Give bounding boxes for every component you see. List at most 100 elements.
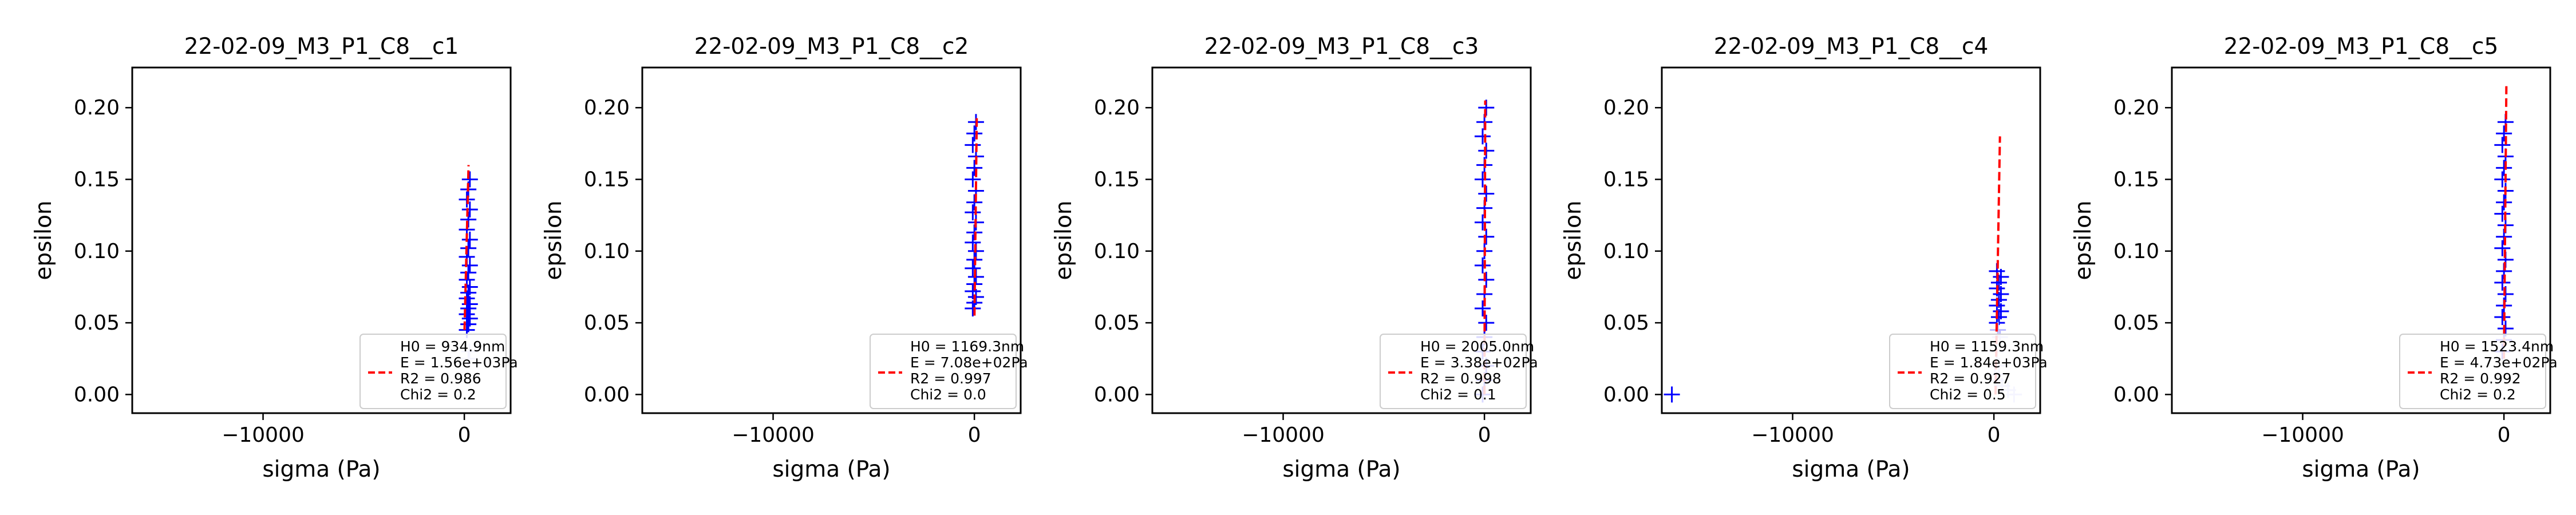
y-tick-label: 0.00: [2113, 383, 2159, 406]
legend-line: E = 1.84e+03Pa: [1930, 354, 2048, 371]
data-point: [966, 194, 983, 211]
data-point: [1474, 171, 1491, 188]
y-tick-label: 0.15: [584, 168, 630, 191]
data-point: [965, 283, 981, 299]
fit-line: [2503, 86, 2508, 359]
data-point: [460, 264, 477, 281]
legend-line: R2 = 0.997: [910, 370, 991, 387]
y-tick-label: 0.15: [74, 168, 120, 191]
x-tick-label: 0: [968, 423, 981, 447]
legend-line: Chi2 = 0.2: [2440, 386, 2516, 403]
data-point: [2494, 205, 2511, 222]
data-point: [2494, 240, 2511, 256]
fit-line: [973, 114, 978, 316]
y-tick-label: 0.10: [1603, 240, 1649, 263]
x-axis-label: sigma (Pa): [2302, 457, 2420, 482]
y-axis-label: epsilon: [541, 200, 567, 280]
legend-box: [1889, 334, 2036, 409]
x-tick-label: −10000: [1242, 423, 1325, 447]
legend-line: E = 7.08e+02Pa: [910, 354, 1028, 371]
y-tick-label: 0.10: [74, 240, 120, 263]
data-point: [1474, 214, 1491, 231]
legend-line: Chi2 = 0.1: [1420, 386, 1496, 403]
data-point: [2494, 171, 2511, 188]
legend-line: R2 = 0.998: [1420, 370, 1502, 387]
subplot-title: 22-02-09_M3_P1_C8__c2: [694, 34, 969, 60]
legend-line: E = 1.56e+03Pa: [400, 354, 518, 371]
x-tick-label: −10000: [732, 423, 815, 447]
y-tick-label: 0.20: [584, 96, 630, 120]
data-point: [965, 137, 981, 153]
data-point: [2496, 194, 2512, 211]
y-tick-label: 0.00: [1094, 383, 1140, 406]
legend-line: E = 3.38e+02Pa: [1420, 354, 1538, 371]
y-tick-label: 0.05: [1094, 311, 1140, 335]
data-point: [1474, 257, 1491, 274]
y-tick-label: 0.20: [1603, 96, 1649, 120]
data-point: [461, 171, 478, 188]
y-tick-label: 0.15: [1094, 168, 1140, 191]
data-point: [460, 240, 477, 256]
x-tick-label: −10000: [2261, 423, 2344, 447]
subplot-title: 22-02-09_M3_P1_C8__c5: [2224, 34, 2499, 60]
x-tick-label: 0: [1988, 423, 2001, 447]
y-tick-label: 0.10: [2113, 240, 2159, 263]
legend-line: Chi2 = 0.0: [910, 386, 986, 403]
axes-frame: [131, 66, 512, 414]
data-point: [965, 204, 981, 221]
legend-line: H0 = 1169.3nm: [910, 338, 1024, 355]
x-tick-label: −10000: [222, 423, 305, 447]
data-point: [966, 125, 983, 142]
y-tick-label: 0.05: [1603, 311, 1649, 335]
x-tick-label: 0: [2498, 423, 2511, 447]
subplot-2: 22-02-09_M3_P1_C8__c2 0.00 0.05 0.10 0.15 0.2…: [541, 34, 1028, 482]
data-point: [965, 234, 981, 251]
x-axis-label: sigma (Pa): [1792, 457, 1910, 482]
axes-frame: [2171, 66, 2551, 414]
y-tick-label: 0.10: [584, 240, 630, 263]
legend-box: [2399, 334, 2546, 409]
data-point: [2496, 125, 2512, 142]
subplot-title: 22-02-09_M3_P1_C8__c4: [1714, 34, 1989, 60]
y-tick-label: 0.05: [74, 311, 120, 335]
legend-line: Chi2 = 0.5: [1930, 386, 2006, 403]
data-point: [1478, 271, 1495, 288]
data-point: [965, 171, 981, 188]
data-point: [2496, 160, 2512, 176]
subplot-4: 22-02-09_M3_P1_C8__c4 0.00 0.05 0.10 0.15 0.2…: [1560, 34, 2048, 482]
data-point: [1474, 300, 1491, 317]
y-tick-label: 0.15: [1603, 168, 1649, 191]
x-tick-label: 0: [458, 423, 471, 447]
legend-line: R2 = 0.927: [1930, 370, 2011, 387]
axes-frame: [1661, 66, 2041, 414]
subplot-title: 22-02-09_M3_P1_C8__c3: [1204, 34, 1479, 60]
data-point: [461, 310, 478, 327]
legend-line: H0 = 1159.3nm: [1930, 338, 2044, 355]
legend-line: E = 4.73e+02Pa: [2440, 354, 2558, 371]
axes-frame: [1151, 66, 1532, 414]
fit-line: [463, 165, 470, 330]
subplot-3: 22-02-09_M3_P1_C8__c3 0.00 0.05 0.10 0.15 0.2…: [1051, 34, 1538, 482]
subplot-1: 22-02-09_M3_P1_C8__c1 0.00 0.05 0.10 0.15 0.2…: [31, 34, 518, 482]
y-tick-label: 0.05: [584, 311, 630, 335]
data-point: [461, 231, 478, 248]
x-axis-label: sigma (Pa): [262, 457, 380, 482]
data-point: [965, 260, 981, 276]
axes-frame: [641, 66, 1022, 414]
data-point: [460, 300, 477, 317]
data-point: [2494, 309, 2511, 326]
legend-line: R2 = 0.986: [400, 370, 481, 387]
x-axis-label: sigma (Pa): [1282, 457, 1400, 482]
data-point: [966, 160, 983, 176]
data-point: [2494, 274, 2511, 291]
legend-line: R2 = 0.992: [2440, 370, 2521, 387]
legend-line: Chi2 = 0.2: [400, 386, 476, 403]
y-tick-label: 0.00: [1603, 383, 1649, 406]
legend-line: H0 = 1523.4nm: [2440, 338, 2554, 355]
data-point: [461, 201, 478, 218]
y-tick-label: 0.15: [2113, 168, 2159, 191]
legend-box: [870, 334, 1017, 409]
